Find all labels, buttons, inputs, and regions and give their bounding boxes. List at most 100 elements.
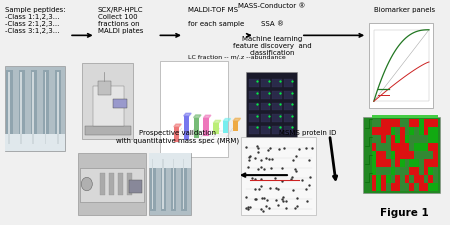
Bar xyxy=(395,119,400,127)
Bar xyxy=(423,167,428,175)
Bar xyxy=(410,151,414,159)
Bar xyxy=(400,151,405,159)
Bar xyxy=(395,183,400,191)
Bar xyxy=(261,114,270,122)
Bar xyxy=(405,175,410,183)
Bar xyxy=(395,127,400,135)
Bar xyxy=(85,126,131,135)
Bar xyxy=(381,175,386,183)
Bar xyxy=(419,167,423,175)
Text: LC fraction -- m/.z --abundance: LC fraction -- m/.z --abundance xyxy=(189,54,286,59)
Bar xyxy=(405,143,410,151)
Bar xyxy=(213,123,219,134)
Bar xyxy=(376,159,381,167)
Bar xyxy=(400,183,405,191)
Bar xyxy=(381,159,386,167)
Text: Machine learning
feature discovery  and
classification: Machine learning feature discovery and c… xyxy=(233,36,311,56)
Text: Figure 1: Figure 1 xyxy=(380,208,429,218)
Bar xyxy=(376,175,381,183)
Bar xyxy=(183,160,184,209)
Bar xyxy=(428,127,433,135)
Bar xyxy=(374,30,429,101)
Bar xyxy=(272,79,282,87)
Bar xyxy=(433,167,438,175)
Bar xyxy=(171,157,176,211)
Bar xyxy=(386,119,391,127)
Bar xyxy=(400,175,405,183)
Text: Prospective validation
with quantitative mass spec (MRM): Prospective validation with quantitative… xyxy=(116,130,239,144)
Bar xyxy=(395,135,400,143)
Bar xyxy=(18,70,25,146)
Bar xyxy=(410,127,414,135)
Polygon shape xyxy=(223,119,231,121)
Polygon shape xyxy=(203,115,211,118)
Bar xyxy=(395,159,400,167)
Bar xyxy=(410,119,414,127)
Bar xyxy=(391,135,395,143)
Bar xyxy=(391,151,395,159)
Bar xyxy=(284,79,293,87)
Bar xyxy=(272,126,282,134)
Bar xyxy=(419,135,423,143)
Bar xyxy=(43,70,49,146)
Bar xyxy=(423,151,428,159)
Bar xyxy=(395,151,400,159)
Bar xyxy=(372,119,376,127)
Bar xyxy=(376,143,381,151)
Bar xyxy=(249,126,259,134)
Bar xyxy=(32,72,34,144)
Bar xyxy=(372,135,376,143)
Bar xyxy=(419,143,423,151)
Bar xyxy=(249,79,259,87)
Bar xyxy=(284,114,293,122)
Bar xyxy=(428,135,433,143)
Bar xyxy=(386,175,391,183)
Bar xyxy=(376,127,381,135)
Bar xyxy=(414,167,419,175)
Bar xyxy=(405,127,410,135)
Bar xyxy=(160,61,228,157)
Bar xyxy=(5,133,65,151)
Bar xyxy=(419,151,423,159)
Bar xyxy=(162,160,164,209)
Bar xyxy=(381,119,386,127)
Bar xyxy=(5,65,65,151)
Bar xyxy=(414,135,419,143)
Bar xyxy=(414,159,419,167)
Bar xyxy=(410,143,414,151)
Bar xyxy=(233,121,238,131)
Bar xyxy=(372,115,438,118)
Polygon shape xyxy=(184,113,191,116)
Bar xyxy=(400,159,405,167)
Bar xyxy=(381,183,386,191)
Bar xyxy=(381,151,386,159)
Bar xyxy=(410,183,414,191)
Bar xyxy=(391,143,395,151)
Bar xyxy=(261,91,270,99)
Bar xyxy=(395,167,400,175)
Bar xyxy=(433,183,438,191)
Bar xyxy=(246,72,297,139)
Bar xyxy=(45,72,46,144)
Bar xyxy=(129,180,142,193)
Bar xyxy=(284,126,293,134)
Polygon shape xyxy=(174,124,181,127)
Bar xyxy=(100,173,105,195)
Bar xyxy=(423,159,428,167)
Bar xyxy=(82,63,133,139)
Bar xyxy=(272,103,282,110)
Bar xyxy=(372,167,376,175)
Bar xyxy=(423,119,428,127)
Bar xyxy=(414,127,419,135)
Bar xyxy=(395,175,400,183)
Bar xyxy=(372,183,376,191)
Bar xyxy=(386,159,391,167)
Bar xyxy=(410,175,414,183)
Bar xyxy=(405,151,410,159)
Bar xyxy=(249,114,259,122)
Bar xyxy=(428,159,433,167)
Bar xyxy=(152,160,153,209)
Bar xyxy=(386,135,391,143)
Bar xyxy=(261,103,270,110)
Bar xyxy=(174,127,179,142)
